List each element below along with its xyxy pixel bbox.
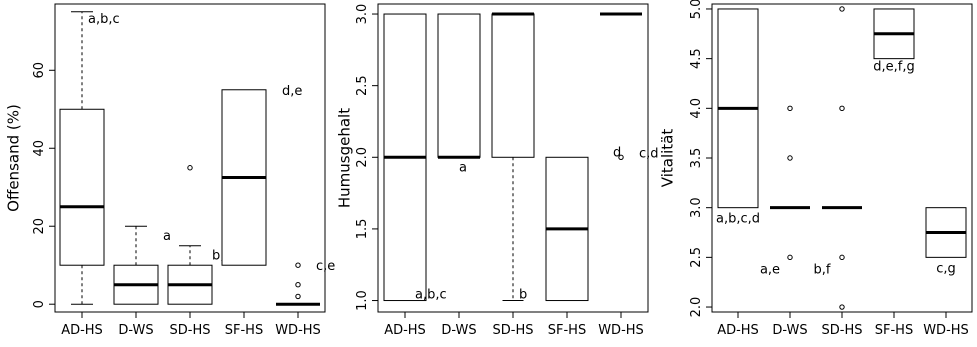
y-tick-label: 3.0 [689, 197, 704, 218]
significance-letters: b,f [814, 263, 831, 278]
box [491, 13, 535, 158]
significance-letters: c,g [936, 261, 956, 276]
significance-letters: b [519, 288, 527, 303]
y-tick-label: 2.5 [689, 247, 704, 268]
y-axis-title: Offensand (%) [5, 104, 23, 212]
x-tick-label: WD-HS [275, 323, 321, 338]
y-tick-label: 2.0 [689, 297, 704, 318]
x-tick-label: SD-HS [822, 323, 863, 338]
y-tick-label: 2.5 [355, 75, 370, 96]
x-tick-label: D-WS [772, 323, 807, 338]
significance-letters: a,e [760, 263, 780, 278]
x-tick-label: SD-HS [170, 323, 211, 338]
x-tick-label: SF-HS [548, 323, 586, 338]
significance-letters: d,e,f,g [873, 60, 914, 75]
outlier-point [618, 154, 624, 160]
y-tick-label: 4.5 [689, 48, 704, 69]
y-tick-label: 0 [32, 300, 47, 308]
y-axis-title: Vitalität [659, 129, 677, 188]
x-tick-label: SF-HS [875, 323, 913, 338]
chart-panel: 2.0 2.5 3.0 3.5 4.0 4.5 5.0 Vitalität AD-HS D-WS S… [659, 0, 973, 338]
significance-letters: d [613, 145, 621, 160]
outlier-point [295, 262, 301, 268]
y-tick-label: 3.0 [355, 4, 370, 25]
outlier-point [295, 293, 301, 300]
y-tick-label: 2.0 [355, 147, 370, 168]
significance-letters: a,b,c [415, 288, 447, 303]
significance-letters: c,e [316, 259, 335, 274]
chart-panel: 0 20 40 60 Offensand (%) AD-HS D-WS SD-HS SF-HS W… [5, 3, 335, 338]
chart-panel: 1.0 1.5 2.0 2.5 3.0 Humusgehalt AD-HS D-WS SD-HS… [336, 3, 659, 338]
x-tick-label: WD-HS [923, 323, 969, 338]
y-axis-title: Humusgehalt [336, 108, 354, 208]
x-tick-label: D-WS [118, 323, 153, 338]
y-tick-label: 40 [32, 140, 47, 157]
y-tick-label: 60 [32, 62, 47, 79]
x-tick-label: AD-HS [384, 323, 426, 338]
box [437, 13, 481, 158]
significance-letters: a,b,c,d [716, 212, 760, 227]
x-tick-label: WD-HS [598, 323, 644, 338]
y-tick-label: 3.5 [689, 148, 704, 169]
significance-letters: c,d [639, 146, 659, 161]
box [59, 108, 105, 266]
significance-letters: a,b,c [88, 12, 120, 27]
x-tick-label: SF-HS [225, 323, 263, 338]
x-tick-label: D-WS [441, 323, 476, 338]
outlier-point [839, 6, 845, 12]
outlier-point [839, 105, 845, 112]
y-tick-label: 1.5 [355, 219, 370, 240]
outlier-point [295, 282, 301, 288]
x-tick-label: SD-HS [493, 323, 534, 338]
significance-letters: a [459, 160, 467, 175]
outlier-point [787, 105, 793, 112]
y-tick-label: 20 [32, 218, 47, 235]
y-tick-label: 5.0 [689, 0, 704, 19]
x-tick-label: AD-HS [717, 323, 759, 338]
outlier-point [787, 254, 793, 261]
outlier-point [839, 304, 845, 310]
x-tick-label: AD-HS [61, 323, 103, 338]
outlier-point [187, 165, 193, 171]
outlier-point [839, 254, 845, 261]
significance-letters: d,e [282, 84, 302, 99]
y-tick-label: 4.0 [689, 98, 704, 119]
y-tick-label: 1.0 [355, 290, 370, 311]
outlier-point [787, 155, 793, 161]
significance-letters: a [163, 229, 171, 244]
